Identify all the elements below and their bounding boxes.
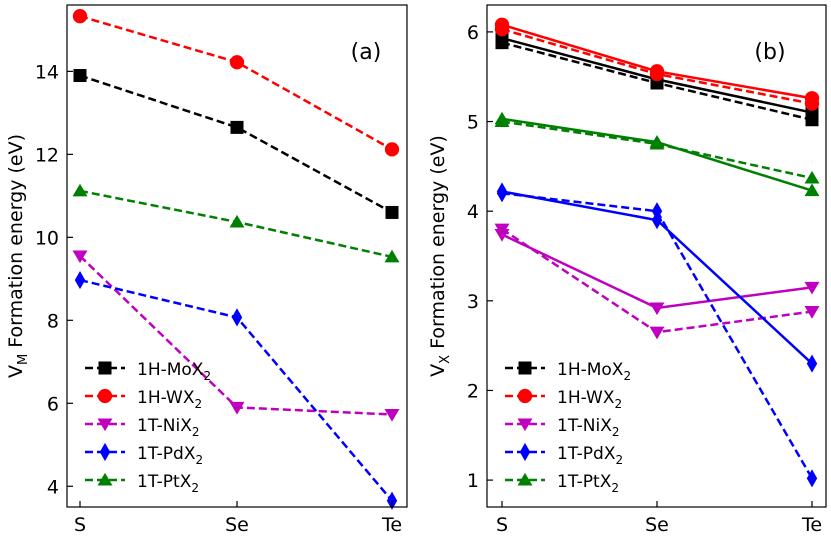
data-point-1t-ptx-te [804, 183, 820, 197]
data-point-1t-pdx-s [496, 182, 508, 201]
y-tick-label: 1 [467, 470, 479, 492]
legend-marker [97, 472, 113, 486]
data-point-1t-ptx-s [494, 111, 510, 125]
data-point-1h-wx-s [494, 17, 510, 32]
legend-label: 1H-WX2 [557, 388, 622, 411]
legend-label: 1H-MoX2 [137, 360, 211, 383]
data-point-1t-ptx-s [72, 183, 88, 197]
data-point-1t-nix-se [649, 302, 665, 316]
y-tick-label: 4 [467, 201, 479, 223]
data-point-1t-nix-te [384, 408, 400, 422]
legend-label: 1H-MoX2 [557, 360, 631, 383]
y-tick-label: 10 [35, 227, 59, 249]
series-line-1t-ptx-solid [501, 117, 813, 192]
legend: 1H-MoX2 1H-WX2 1T-NiX2 1T-PdX2 1T-PtX2 [505, 360, 631, 495]
legend-marker [98, 361, 112, 375]
series-line-1t-ptx-dashed [501, 120, 813, 180]
legend-label: 1H-WX2 [137, 388, 202, 411]
legend-label: 1T-PtX2 [557, 472, 619, 495]
y-tick-label: 6 [47, 393, 59, 415]
y-tick-label: 3 [467, 291, 479, 313]
legend-label: 1T-NiX2 [557, 416, 620, 439]
data-point-1t-ptx-se [229, 214, 245, 228]
y-tick-label: 5 [467, 112, 479, 134]
y-tick-label: 4 [47, 476, 59, 498]
x-tick-label: Se [225, 514, 249, 536]
legend-marker [97, 418, 113, 432]
legend-marker [517, 418, 533, 432]
chart-panel-b: 1 2 3 4 5 6 S Se Te VX Formation energy (eV) (b) 1H… [427, 4, 827, 536]
series-line-1t-nix-dashed [79, 255, 393, 416]
data-point-1h-mox-se [230, 120, 244, 134]
legend-label: 1T-NiX2 [137, 416, 200, 439]
legend-marker [99, 442, 111, 462]
legend-marker [518, 361, 532, 375]
data-point-1t-nix-s [494, 228, 510, 242]
data-point-1h-mox-s [73, 69, 87, 83]
legend-marker [519, 442, 531, 462]
x-tick-label: Te [381, 514, 402, 536]
data-point-1h-wx-te [384, 142, 400, 157]
data-point-1t-nix-se [229, 401, 245, 415]
y-tick-label: 8 [47, 310, 59, 332]
legend: 1H-MoX2 1H-WX2 1T-NiX2 1T-PdX2 1T-PtX2 [85, 360, 211, 495]
x-tick-label: Se [645, 514, 669, 536]
data-point-1t-pdx-se [231, 308, 243, 327]
data-point-1t-nix-te [804, 281, 820, 295]
x-tick-label: S [496, 514, 508, 536]
data-point-1t-pdx-te [806, 469, 818, 488]
data-point-1t-pdx-te [386, 491, 398, 510]
data-point-1h-wx-te [804, 91, 820, 106]
series-line-1t-nix-dashed [501, 228, 813, 334]
data-point-1h-wx-se [229, 55, 245, 70]
y-axis-label: VM Formation energy (eV) [5, 134, 31, 378]
data-point-1h-mox-te [385, 205, 399, 219]
data-point-1t-ptx-se [649, 135, 665, 148]
legend-label: 1T-PtX2 [137, 472, 199, 495]
data-point-1t-ptx-te [804, 170, 820, 184]
chart-panel-a: 4 6 8 10 12 14 S Se Te VM Formation energy (eV) (a… [5, 4, 408, 536]
x-tick-label: S [74, 514, 86, 536]
y-axis-label: VX Formation energy (eV) [427, 135, 453, 377]
data-point-1h-wx-s [72, 9, 88, 24]
series-line-1h-mox-dashed [79, 74, 393, 214]
data-point-1h-wx-se [649, 64, 665, 79]
x-tick-label: Te [801, 514, 822, 536]
legend-marker [517, 388, 533, 404]
data-point-1t-nix-s [72, 250, 88, 264]
legend-label: 1T-PdX2 [137, 444, 203, 467]
legend-marker [517, 472, 533, 486]
data-point-1t-ptx-te [384, 249, 400, 263]
data-point-1t-pdx-s [74, 270, 86, 290]
panel-label: (b) [754, 40, 785, 65]
series-line-1t-nix-solid [501, 233, 813, 310]
y-tick-label: 14 [35, 61, 59, 83]
legend-label: 1T-PdX2 [557, 444, 623, 467]
y-tick-label: 6 [467, 22, 479, 44]
y-tick-label: 12 [35, 144, 59, 166]
data-point-1t-pdx-se [651, 211, 663, 230]
plot-frame [66, 4, 408, 508]
data-point-1t-nix-te [804, 306, 820, 319]
legend-marker [97, 388, 113, 404]
panel-label: (a) [351, 40, 382, 65]
data-point-1t-pdx-te [806, 354, 818, 373]
data-point-1t-nix-se [649, 326, 665, 340]
y-tick-label: 2 [467, 380, 479, 402]
